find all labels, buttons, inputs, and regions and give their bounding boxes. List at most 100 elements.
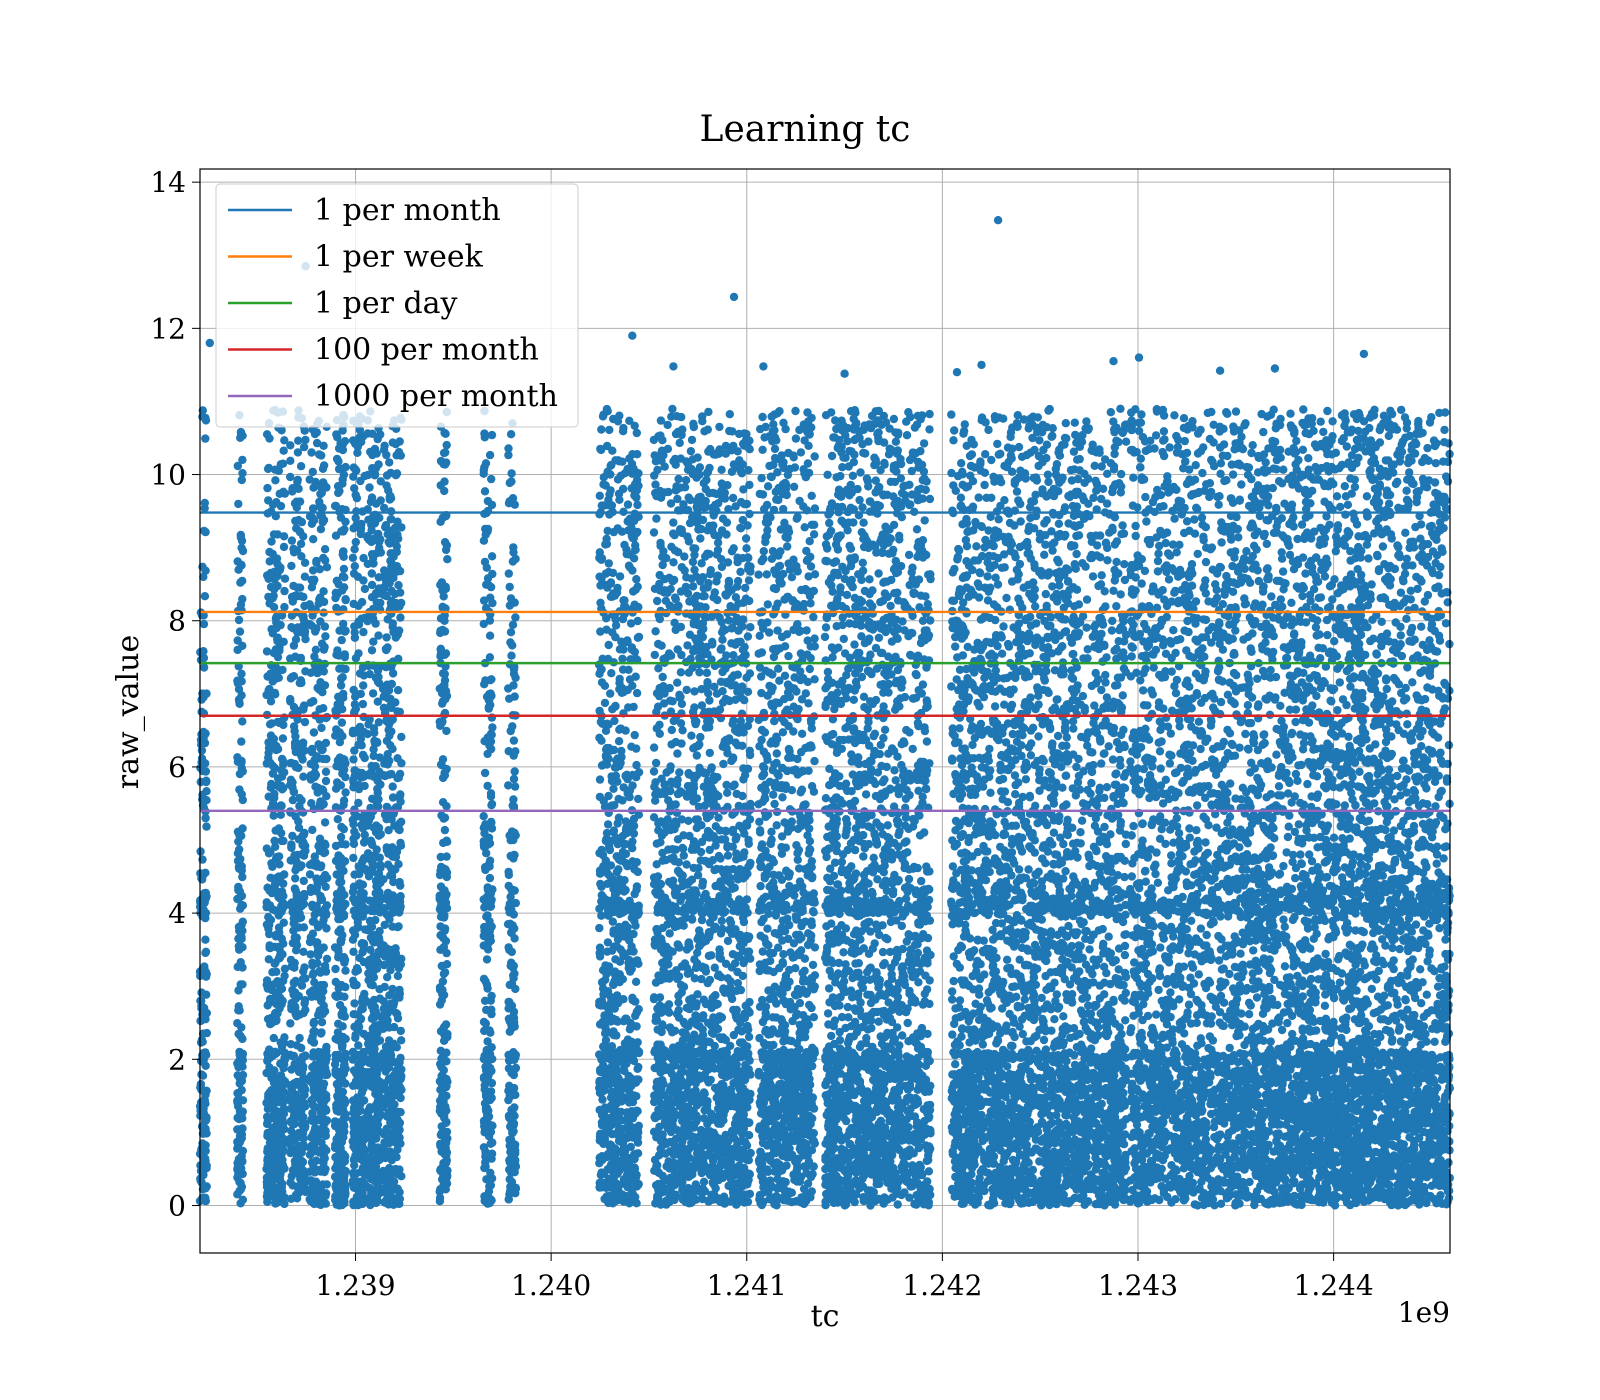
scatter-point [609,785,617,793]
scatter-point [359,576,367,584]
scatter-point [349,816,357,824]
scatter-point [339,1033,347,1041]
scatter-point [307,1176,315,1184]
scatter-point [239,1196,247,1204]
scatter-point [268,1019,276,1027]
scatter-point [342,596,350,604]
scatter-point [597,847,605,855]
scatter-point [263,1132,271,1140]
scatter-point [633,1045,641,1053]
scatter-point [613,1120,621,1128]
scatter-point [239,547,247,555]
scatter-point [608,878,616,886]
scatter-point [277,1136,285,1144]
scatter-point [387,727,395,735]
scatter-point [335,1198,343,1206]
scatter-point [601,699,609,707]
scatter-point [442,949,450,957]
scatter-point [201,814,209,822]
scatter-point [287,623,295,631]
scatter-point [308,1184,316,1192]
scatter-point [390,1183,398,1191]
scatter-point [367,922,375,930]
scatter-point [319,1010,327,1018]
scatter-point [437,1054,445,1062]
scatter-point [625,1041,633,1049]
scatter-point [350,463,358,471]
scatter-point [395,1058,403,1066]
scatter-point [233,895,241,903]
scatter-point [480,466,488,474]
scatter-point [619,688,627,696]
scatter-point [236,434,244,442]
scatter-point [609,569,617,577]
scatter-point [627,1091,635,1099]
scatter-point [485,862,493,870]
scatter-point [602,1125,610,1133]
scatter-point [396,1071,404,1079]
scatter-point [438,719,446,727]
scatter-point [293,1041,301,1049]
scatter-point [618,850,626,858]
scatter-point [505,1082,513,1090]
scatter-point [287,1118,295,1126]
scatter-point [619,995,627,1003]
scatter-point [268,986,276,994]
scatter-point [336,699,344,707]
scatter-point [488,1122,496,1130]
scatter-point [267,569,275,577]
scatter-point [200,906,208,914]
scatter-point [331,706,339,714]
scatter-point [297,1098,305,1106]
scatter-point [270,1094,278,1102]
scatter-point [483,1046,491,1054]
scatter-point [440,429,448,437]
scatter-point [306,861,314,869]
scatter-point [299,773,307,781]
scatter-point [274,1193,282,1201]
scatter-point [292,1191,300,1199]
scatter-point [238,824,246,832]
scatter-point [202,416,210,424]
scatter-point [322,924,330,932]
scatter-point [628,645,636,653]
scatter-point [626,1192,634,1200]
scatter-point [365,1113,373,1121]
scatter-point [610,977,618,985]
scatter-point [365,816,373,824]
scatter-point [443,1171,451,1179]
scatter-point [504,1096,512,1104]
scatter-point [263,647,271,655]
scatter-point [511,501,519,509]
scatter-point [234,500,242,508]
scatter-point [629,930,637,938]
scatter-point [371,1021,379,1029]
scatter-point [368,1002,376,1010]
scatter-point [511,747,519,755]
scatter-point [482,1151,490,1159]
scatter-point [379,1167,387,1175]
scatter-point [235,785,243,793]
scatter-point [286,654,294,662]
scatter-point [350,746,358,754]
scatter-point [604,820,612,828]
scatter-point [309,535,317,543]
scatter-point [388,680,396,688]
scatter-point [197,1167,205,1175]
scatter-point [383,1086,391,1094]
scatter-point [480,680,488,688]
scatter-point [351,1151,359,1159]
scatter-point [389,909,397,917]
scatter-point [318,489,326,497]
scatter-point [622,1015,630,1023]
scatter-point [365,872,373,880]
scatter-point [270,603,278,611]
scatter-point [297,1107,305,1115]
scatter-point [335,651,343,659]
scatter-point [633,882,641,890]
scatter-point [280,587,288,595]
scatter-point [484,939,492,947]
scatter-point [334,815,342,823]
scatter-point [349,948,357,956]
scatter-point [271,1074,279,1082]
